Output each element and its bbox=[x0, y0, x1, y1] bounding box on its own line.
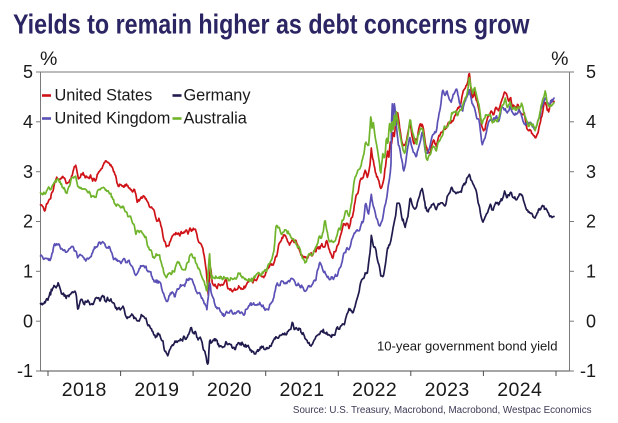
svg-text:2020: 2020 bbox=[207, 379, 252, 401]
svg-text:Australia: Australia bbox=[184, 110, 248, 128]
svg-text:0: 0 bbox=[23, 311, 33, 331]
svg-text:1: 1 bbox=[23, 262, 33, 282]
svg-text:2019: 2019 bbox=[134, 379, 179, 401]
svg-text:4: 4 bbox=[586, 112, 596, 132]
svg-text:Germany: Germany bbox=[184, 87, 252, 105]
svg-text:%: % bbox=[551, 48, 568, 70]
svg-text:%: % bbox=[40, 48, 57, 70]
svg-text:2022: 2022 bbox=[352, 379, 397, 401]
svg-text:2: 2 bbox=[23, 212, 33, 232]
svg-text:10-year government bond yield: 10-year government bond yield bbox=[377, 339, 558, 354]
svg-text:United States: United States bbox=[55, 87, 153, 105]
svg-text:Yields to remain higher as deb: Yields to remain higher as debt concerns… bbox=[13, 9, 530, 40]
svg-text:2021: 2021 bbox=[280, 379, 325, 401]
svg-text:2: 2 bbox=[586, 212, 596, 232]
svg-text:-1: -1 bbox=[17, 361, 33, 381]
svg-text:5: 5 bbox=[23, 62, 33, 82]
svg-text:2023: 2023 bbox=[425, 379, 470, 401]
svg-text:4: 4 bbox=[23, 112, 33, 132]
svg-text:5: 5 bbox=[586, 62, 596, 82]
svg-text:-1: -1 bbox=[580, 361, 596, 381]
svg-text:3: 3 bbox=[586, 162, 596, 182]
svg-text:0: 0 bbox=[586, 311, 596, 331]
svg-text:2024: 2024 bbox=[497, 379, 542, 401]
svg-text:1: 1 bbox=[586, 262, 596, 282]
svg-text:2018: 2018 bbox=[62, 379, 107, 401]
svg-text:Source: U.S. Treasury, Macrobo: Source: U.S. Treasury, Macrobond, Macrob… bbox=[293, 405, 592, 416]
svg-text:United Kingdom: United Kingdom bbox=[55, 110, 171, 128]
svg-text:3: 3 bbox=[23, 162, 33, 182]
